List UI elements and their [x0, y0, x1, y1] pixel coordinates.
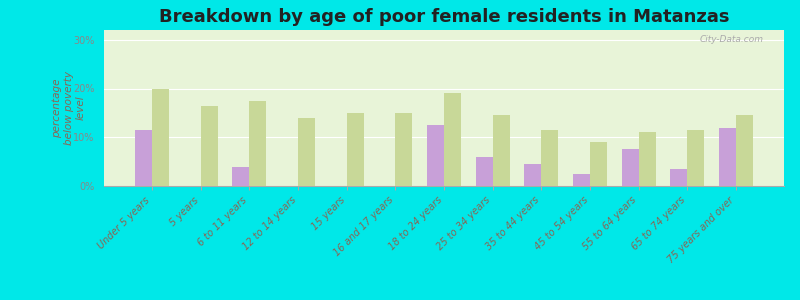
Bar [395, 113, 412, 186]
Bar [444, 93, 461, 186]
Bar [542, 130, 558, 186]
Bar [201, 106, 218, 186]
Bar [736, 115, 753, 186]
Bar [590, 142, 607, 186]
Bar [493, 115, 510, 186]
Bar [232, 167, 250, 186]
Bar [135, 130, 152, 186]
Bar [638, 132, 656, 186]
Bar [346, 113, 364, 186]
Bar [524, 164, 542, 186]
Bar [687, 130, 705, 186]
Title: Breakdown by age of poor female residents in Matanzas: Breakdown by age of poor female resident… [158, 8, 730, 26]
Text: City-Data.com: City-Data.com [699, 35, 763, 44]
Bar [719, 128, 736, 186]
Bar [670, 169, 687, 186]
Bar [476, 157, 493, 186]
Bar [152, 88, 169, 186]
Bar [622, 149, 638, 186]
Bar [573, 174, 590, 186]
Bar [427, 125, 444, 186]
Bar [250, 101, 266, 186]
Bar [298, 118, 315, 186]
Y-axis label: percentage
below poverty
level: percentage below poverty level [52, 71, 86, 145]
